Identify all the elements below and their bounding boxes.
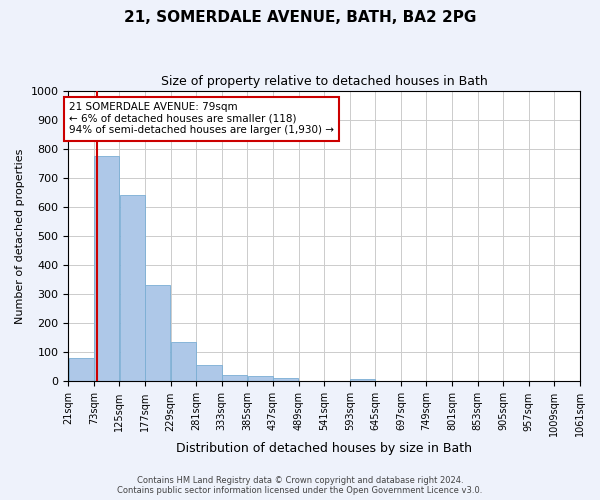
Bar [94,156,119,382]
Bar [119,196,145,382]
Bar [68,358,94,382]
Bar [273,378,298,382]
Bar [350,378,375,382]
Bar [248,376,273,382]
Bar [171,342,196,382]
X-axis label: Distribution of detached houses by size in Bath: Distribution of detached houses by size … [176,442,472,455]
Title: Size of property relative to detached houses in Bath: Size of property relative to detached ho… [161,75,488,88]
Bar [145,286,170,382]
Y-axis label: Number of detached properties: Number of detached properties [15,148,25,324]
Bar [196,364,221,382]
Text: 21 SOMERDALE AVENUE: 79sqm
← 6% of detached houses are smaller (118)
94% of semi: 21 SOMERDALE AVENUE: 79sqm ← 6% of detac… [69,102,334,136]
Bar [222,375,247,382]
Text: 21, SOMERDALE AVENUE, BATH, BA2 2PG: 21, SOMERDALE AVENUE, BATH, BA2 2PG [124,10,476,25]
Text: Contains HM Land Registry data © Crown copyright and database right 2024.
Contai: Contains HM Land Registry data © Crown c… [118,476,482,495]
